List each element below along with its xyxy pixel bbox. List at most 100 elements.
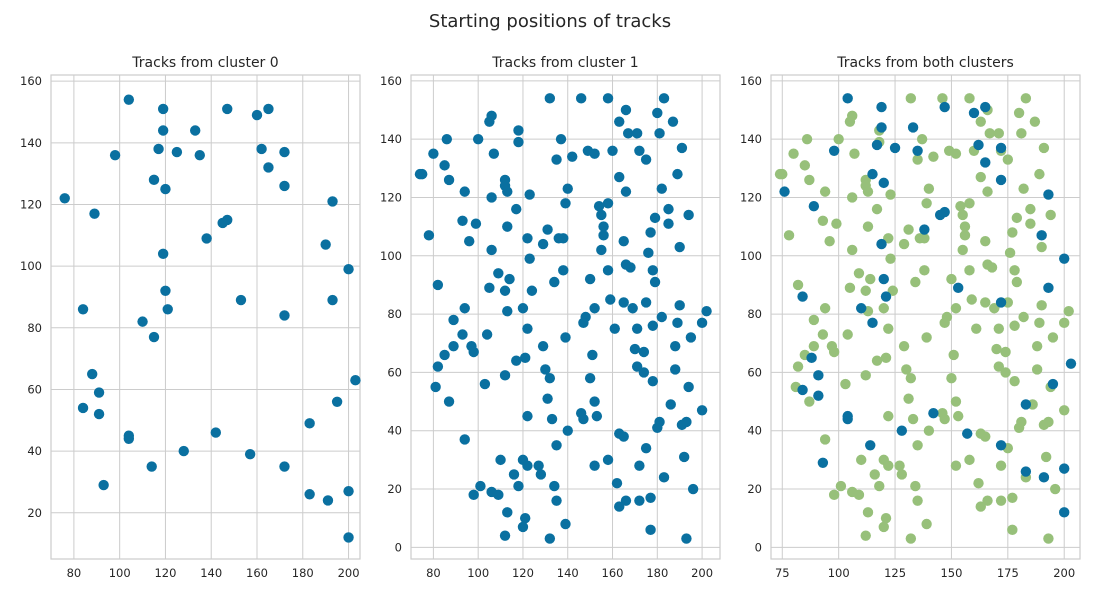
- scatter-point: [880, 352, 892, 364]
- scatter-point: [980, 101, 991, 113]
- scatter-point: [923, 425, 935, 436]
- subplot-title: Tracks from cluster 1: [491, 55, 638, 71]
- scatter-point: [880, 512, 892, 524]
- scatter-point: [1065, 358, 1077, 369]
- scatter-point: [1059, 507, 1070, 518]
- scatter-point: [962, 428, 973, 439]
- scatter-point: [683, 209, 694, 221]
- scatter-point: [611, 477, 623, 489]
- scatter-point: [640, 297, 652, 308]
- y-tick-label: 60: [747, 365, 762, 379]
- scatter-point: [674, 300, 685, 311]
- scatter-point: [687, 483, 699, 495]
- scatter-point: [898, 238, 910, 250]
- scatter-point: [912, 154, 923, 165]
- scatter-point: [982, 495, 993, 506]
- scatter-point: [665, 399, 676, 410]
- scatter-point: [1020, 466, 1032, 477]
- scatter-point: [160, 183, 171, 195]
- scatter-point: [928, 408, 939, 419]
- scatter-point: [1020, 399, 1032, 410]
- scatter-point: [797, 384, 808, 396]
- scatter-point: [638, 367, 650, 378]
- scatter-point: [1043, 189, 1054, 200]
- scatter-point: [627, 303, 638, 314]
- scatter-point: [667, 116, 679, 127]
- scatter-point: [950, 148, 962, 159]
- x-tick-label: 140: [200, 566, 222, 580]
- scatter-point: [953, 410, 964, 422]
- scatter-point: [210, 427, 221, 438]
- scatter-point: [907, 413, 919, 425]
- scatter-point: [560, 332, 571, 343]
- y-tick-label: 80: [27, 321, 42, 335]
- scatter-point: [441, 133, 453, 145]
- scatter-point: [537, 238, 549, 250]
- scatter-point: [840, 378, 851, 390]
- scatter-point: [327, 196, 338, 207]
- scatter-point: [448, 340, 459, 352]
- scatter-point: [649, 276, 661, 288]
- scatter-point: [663, 203, 674, 215]
- y-tick-label: 40: [27, 444, 42, 458]
- scatter-point: [672, 317, 683, 329]
- scatter-point: [549, 480, 560, 492]
- y-tick-label: 140: [380, 132, 402, 146]
- scatter-point: [1000, 367, 1011, 378]
- scatter-point: [674, 241, 685, 253]
- subplots: 80 100 120 140 160 180 20020406080100120140160…: [20, 55, 1081, 580]
- x-tick-label: 100: [828, 566, 850, 580]
- scatter-point: [871, 203, 883, 215]
- scatter-point: [883, 233, 894, 244]
- scatter-point: [522, 410, 533, 422]
- scatter-point: [883, 460, 894, 471]
- scatter-point: [620, 495, 632, 506]
- scatter-point: [792, 279, 804, 291]
- scatter-point: [222, 103, 233, 115]
- scatter-point: [605, 294, 616, 305]
- scatter-point: [614, 171, 625, 183]
- x-tick-label: 80: [426, 566, 441, 580]
- scatter-point: [817, 215, 829, 226]
- scatter-point: [327, 294, 338, 306]
- scatter-point: [522, 323, 533, 334]
- scatter-point: [957, 244, 968, 256]
- scatter-point: [620, 186, 632, 197]
- scatter-point: [171, 146, 183, 158]
- scatter-point: [844, 116, 856, 127]
- scatter-point: [828, 346, 840, 358]
- scatter-point: [1047, 332, 1059, 343]
- scatter-point: [481, 329, 493, 340]
- y-tick-label: 100: [740, 249, 762, 263]
- scatter-point: [343, 532, 354, 543]
- scatter-point: [849, 148, 860, 159]
- scatter-point: [560, 198, 571, 209]
- scatter-point: [524, 253, 535, 264]
- scatter-point: [343, 264, 354, 275]
- scatter-point: [589, 148, 600, 159]
- y-tick-label: 160: [20, 74, 42, 88]
- scatter-point: [484, 116, 495, 127]
- scatter-point: [602, 198, 614, 209]
- scatter-point: [993, 128, 1005, 139]
- scatter-point: [964, 93, 975, 104]
- scatter-point: [148, 331, 160, 343]
- scatter-point: [544, 373, 556, 384]
- y-tick-label: 140: [20, 136, 42, 150]
- scatter-point: [971, 323, 982, 334]
- scatter-point: [304, 489, 315, 500]
- scatter-point: [959, 230, 971, 241]
- scatter-point: [658, 472, 670, 483]
- scatter-point: [828, 489, 840, 501]
- scatter-point: [631, 361, 643, 372]
- scatter-point: [1011, 276, 1023, 288]
- scatter-point: [157, 248, 169, 260]
- scatter-point: [792, 361, 804, 372]
- scatter-point: [178, 445, 189, 457]
- scatter-point: [676, 142, 688, 154]
- scatter-point: [819, 186, 831, 197]
- scatter-point: [618, 235, 629, 247]
- scatter-point: [894, 460, 905, 471]
- scatter-point: [540, 364, 551, 375]
- scatter-point: [519, 352, 531, 364]
